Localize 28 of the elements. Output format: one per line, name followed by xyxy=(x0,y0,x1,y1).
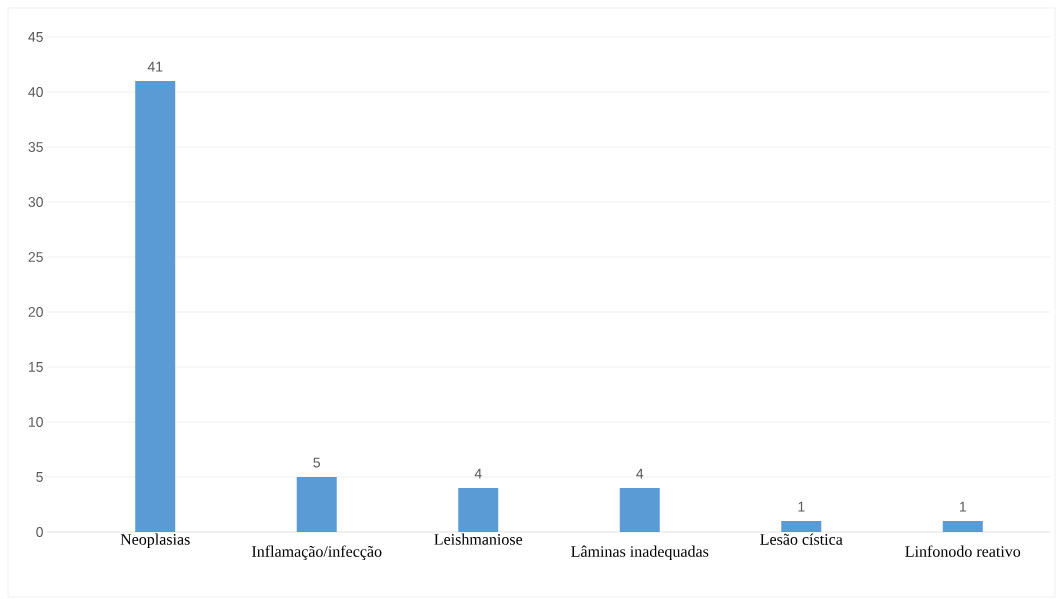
data-label: 41 xyxy=(147,61,163,72)
data-label: 1 xyxy=(798,501,805,512)
data-label: 4 xyxy=(636,468,644,479)
x-tick-label: Neoplasias xyxy=(120,533,190,549)
bar xyxy=(619,487,660,532)
y-tick-label: 45 xyxy=(28,32,43,42)
y-tick-label: 15 xyxy=(28,362,43,372)
data-label: 1 xyxy=(959,501,966,512)
y-tick-label: 0 xyxy=(36,527,43,537)
y-tick-label: 10 xyxy=(28,417,43,427)
bar xyxy=(296,476,337,532)
data-label: 5 xyxy=(313,457,321,468)
x-tick-label: Lâminas inadequadas xyxy=(571,545,709,561)
y-tick-label: 25 xyxy=(28,252,43,262)
x-tick-label: Lesão cística xyxy=(760,533,843,545)
bar xyxy=(781,520,822,532)
x-tick-label: Leishmaniose xyxy=(434,533,523,545)
y-tick-label: 30 xyxy=(28,197,43,207)
data-label: 4 xyxy=(474,468,482,479)
x-tick-label: Inflamação/infecção xyxy=(252,545,382,561)
y-tick-label: 35 xyxy=(28,142,43,152)
bar xyxy=(458,487,499,532)
y-tick-label: 40 xyxy=(28,87,43,97)
y-tick-label: 5 xyxy=(36,472,43,482)
bar xyxy=(942,520,983,532)
x-tick-label: Linfonodo reativo xyxy=(905,545,1021,557)
y-tick-label: 20 xyxy=(28,307,43,317)
bar xyxy=(135,80,176,532)
